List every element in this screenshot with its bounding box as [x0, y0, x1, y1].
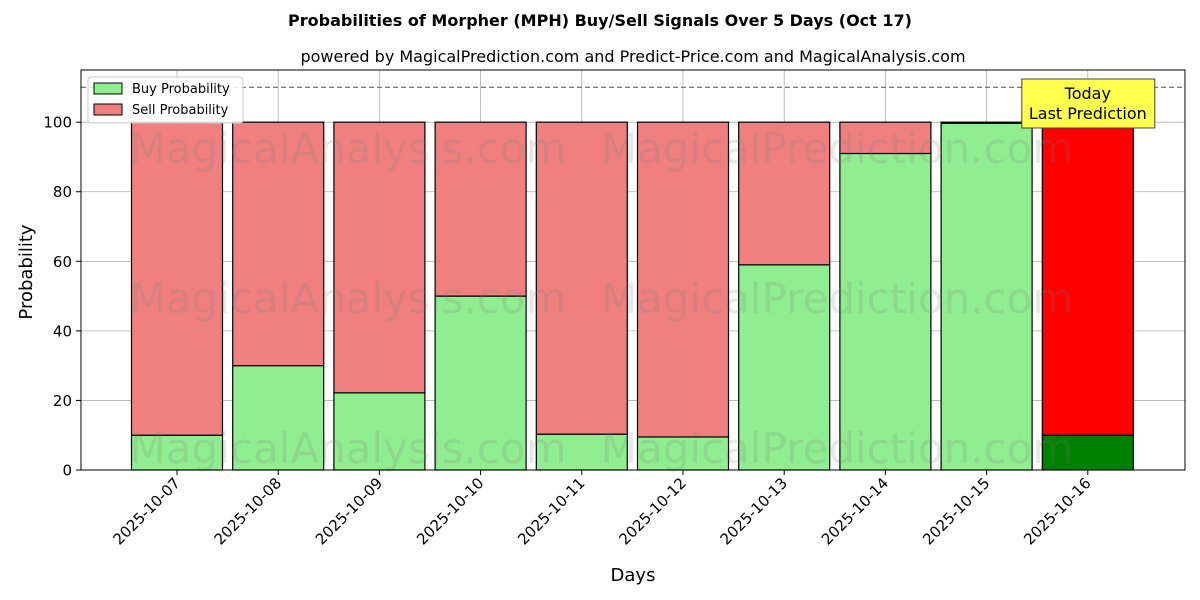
watermark-text: MagicalAnalysis.com: [130, 424, 567, 473]
x-tick-label: 2025-10-15: [919, 474, 993, 548]
sell-bar: [434, 121, 527, 297]
legend-swatch: [93, 103, 123, 116]
buy-bar: [738, 264, 831, 471]
annotation-line: Last Prediction: [1029, 104, 1147, 123]
legend-swatch: [93, 82, 123, 95]
buy-bar: [434, 295, 527, 471]
legend-label: Buy Probability: [132, 82, 230, 97]
buy-bar: [839, 152, 932, 471]
x-tick-label: 2025-10-07: [109, 474, 183, 548]
buy-bar: [535, 433, 628, 471]
sell-bar: [333, 121, 426, 394]
sell-bar: [1041, 121, 1134, 436]
chart-title: Probabilities of Morpher (MPH) Buy/Sell …: [288, 11, 912, 30]
sell-bar: [535, 121, 628, 435]
x-tick-label: 2025-10-16: [1020, 474, 1094, 548]
sell-bar: [839, 121, 932, 155]
sell-bar: [738, 121, 831, 266]
x-tick-label: 2025-10-10: [413, 474, 487, 548]
sell-bar: [232, 121, 325, 367]
legend-box: [87, 76, 244, 124]
x-tick-label: 2025-10-08: [211, 474, 285, 548]
annotation-line: Today: [1064, 84, 1111, 103]
x-tick-label: 2025-10-14: [818, 474, 892, 548]
sell-bar: [636, 121, 730, 438]
buy-bar: [333, 392, 426, 471]
buy-bar: [940, 122, 1033, 471]
watermark-layer: MagicalAnalysis.com MagicalPrediction.com…: [130, 124, 1074, 473]
watermark-text: MagicalAnalysis.com: [130, 274, 567, 323]
y-tick-label: 20: [53, 392, 72, 410]
y-axis-label: Probability: [16, 224, 37, 319]
chart-subtitle: powered by MagicalPrediction.com and Pre…: [300, 47, 965, 66]
watermark-text: MagicalAnalysis.com: [130, 124, 567, 173]
y-tick-label: 40: [53, 322, 72, 340]
x-tick-label: 2025-10-11: [514, 474, 588, 548]
watermark-text: MagicalPrediction.com: [601, 124, 1074, 173]
legend-label: Sell Probability: [132, 103, 229, 118]
y-tick-label: 0: [62, 462, 72, 480]
x-tick-label: 2025-10-12: [615, 474, 689, 548]
x-axis-label: Days: [611, 565, 656, 586]
sell-bar: [130, 121, 224, 436]
y-tick-label: 100: [43, 114, 72, 132]
y-tick-label: 80: [53, 183, 72, 201]
x-tick-label: 2025-10-09: [312, 474, 386, 548]
watermark-text: MagicalPrediction.com: [601, 424, 1074, 473]
plot-frame: [80, 69, 1186, 471]
watermark-text: MagicalPrediction.com: [601, 274, 1074, 323]
bars-layer: [81, 86, 1185, 471]
x-tick-label: 2025-10-13: [717, 474, 791, 548]
legend: Buy Probability Sell Probability: [87, 76, 244, 124]
y-tick-label: 60: [53, 253, 72, 271]
annotation-box: [1021, 78, 1156, 129]
